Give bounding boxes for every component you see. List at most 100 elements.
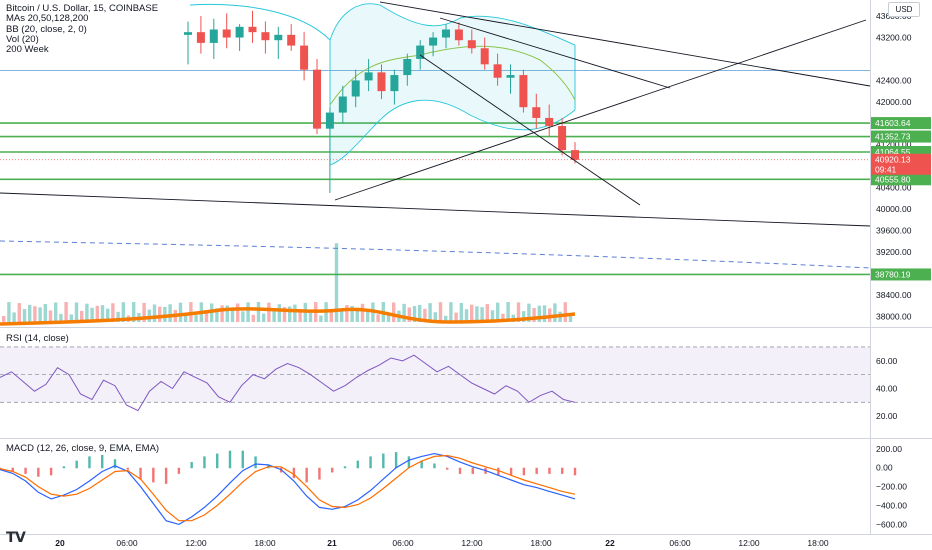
rsi-tick-label: 20.00 xyxy=(876,411,898,421)
volume-bar xyxy=(407,307,411,322)
macd-tick-label: 200.00 xyxy=(876,444,902,454)
volume-bar xyxy=(428,303,432,322)
candle-body xyxy=(222,29,231,38)
time-tick-label: 12:00 xyxy=(738,538,760,548)
tradingview-logo-icon: TV xyxy=(6,530,26,546)
macd-tick-label: 0.00 xyxy=(876,463,893,473)
candle-body xyxy=(184,32,192,35)
volume-bar xyxy=(480,307,484,322)
time-tick-label: 21 xyxy=(327,538,337,548)
volume-bar xyxy=(454,312,458,322)
price-tick-label: 42000.00 xyxy=(876,97,912,107)
level-label: 38780.19 xyxy=(875,269,911,279)
price-tick-label: 40400.00 xyxy=(876,183,912,193)
macd-histogram-bar xyxy=(241,450,244,469)
volume-bar xyxy=(516,302,521,322)
price-tick-label: 42400.00 xyxy=(876,75,912,85)
legend-symbol[interactable]: Bitcoin / U.S. Dollar, 15, COINBASE xyxy=(6,3,159,14)
macd-line xyxy=(0,452,576,526)
legend-200-week[interactable]: 200 Week xyxy=(6,44,49,56)
candle-body xyxy=(274,34,283,41)
volume-bar xyxy=(64,302,68,322)
candle-body xyxy=(390,75,399,92)
trend-line xyxy=(379,1,871,87)
rsi-label[interactable]: RSI (14, close) xyxy=(6,333,69,344)
macd-tick-label: −400.00 xyxy=(876,501,907,511)
volume-bar xyxy=(220,305,224,322)
rsi-tick-label: 60.00 xyxy=(876,356,898,366)
volume-bar xyxy=(490,310,495,322)
moving-average-line xyxy=(329,45,576,106)
macd-label[interactable]: MACD (12, 26, close, 9, EMA, EMA) xyxy=(6,443,160,454)
candle-body xyxy=(571,150,579,160)
volume-bar xyxy=(59,313,63,322)
candle-body xyxy=(454,29,463,41)
macd-histogram-bar xyxy=(509,467,513,476)
price-tick-label: 38000.00 xyxy=(876,311,912,321)
volume-bar xyxy=(69,314,73,322)
time-tick-label: 06:00 xyxy=(669,538,691,548)
volume-bar xyxy=(95,305,99,322)
volume-bar xyxy=(501,313,505,322)
macd-histogram-bar xyxy=(49,467,53,476)
volume-bar xyxy=(277,304,281,322)
volume-bar xyxy=(288,306,292,322)
volume-bar xyxy=(360,303,365,322)
volume-bar xyxy=(251,314,255,322)
macd-histogram-bar xyxy=(37,467,40,477)
macd-histogram-bar xyxy=(407,456,411,469)
volume-bar xyxy=(532,307,536,322)
volume-bar xyxy=(168,304,172,322)
currency-button[interactable]: USD xyxy=(888,2,920,17)
volume-bar xyxy=(28,304,32,322)
price-tick-label: 39200.00 xyxy=(876,247,912,257)
level-tag xyxy=(871,173,931,186)
macd-histogram-bar xyxy=(177,467,181,474)
volume-bar xyxy=(178,302,183,322)
volume-ma-line xyxy=(0,307,576,326)
candle-body xyxy=(209,29,218,43)
candle-body xyxy=(558,125,567,151)
volume-bar xyxy=(256,302,261,322)
macd-histogram-bar xyxy=(446,467,449,470)
legend-mas[interactable]: MAs 20,50,128,200 xyxy=(6,13,89,25)
time-tick-label: 18:00 xyxy=(530,538,552,548)
rsi-line xyxy=(0,354,576,412)
volume-bar xyxy=(48,310,53,322)
macd-histogram-bar xyxy=(331,467,334,473)
macd-histogram-bar xyxy=(216,453,219,469)
candle-body xyxy=(480,48,489,65)
volume-bar xyxy=(74,302,79,322)
macd-histogram-bar xyxy=(113,459,117,469)
volume-bar xyxy=(568,315,573,322)
volume-bar xyxy=(527,303,531,322)
macd-histogram-bar xyxy=(369,456,372,469)
candle-body xyxy=(416,45,425,59)
time-tick-label: 22 xyxy=(605,538,615,548)
macd-histogram-bar xyxy=(62,466,66,469)
macd-histogram-bar xyxy=(75,460,78,469)
volume-bar xyxy=(402,303,406,322)
volume-bar xyxy=(225,305,229,322)
legend-vol[interactable]: Vol (20) xyxy=(6,33,39,45)
candle-body xyxy=(338,96,347,113)
trend-line xyxy=(439,17,671,89)
volume-bar xyxy=(334,243,339,322)
volume-bar xyxy=(366,310,370,322)
candle-body xyxy=(313,69,321,129)
volume-bar xyxy=(350,305,354,322)
trend-line xyxy=(334,19,867,201)
macd-histogram-bar xyxy=(471,467,474,474)
volume-bar xyxy=(282,307,287,322)
volume-bar xyxy=(152,304,157,322)
macd-histogram-bar xyxy=(548,467,551,474)
volume-bar xyxy=(194,315,198,322)
volume-bar xyxy=(121,302,125,322)
level-tag xyxy=(871,268,931,281)
macd-histogram-bar xyxy=(152,467,155,483)
legend-bb[interactable]: BB (20, close, 2, 0) xyxy=(6,23,87,35)
trend-line xyxy=(419,54,641,206)
volume-bar xyxy=(132,302,136,322)
